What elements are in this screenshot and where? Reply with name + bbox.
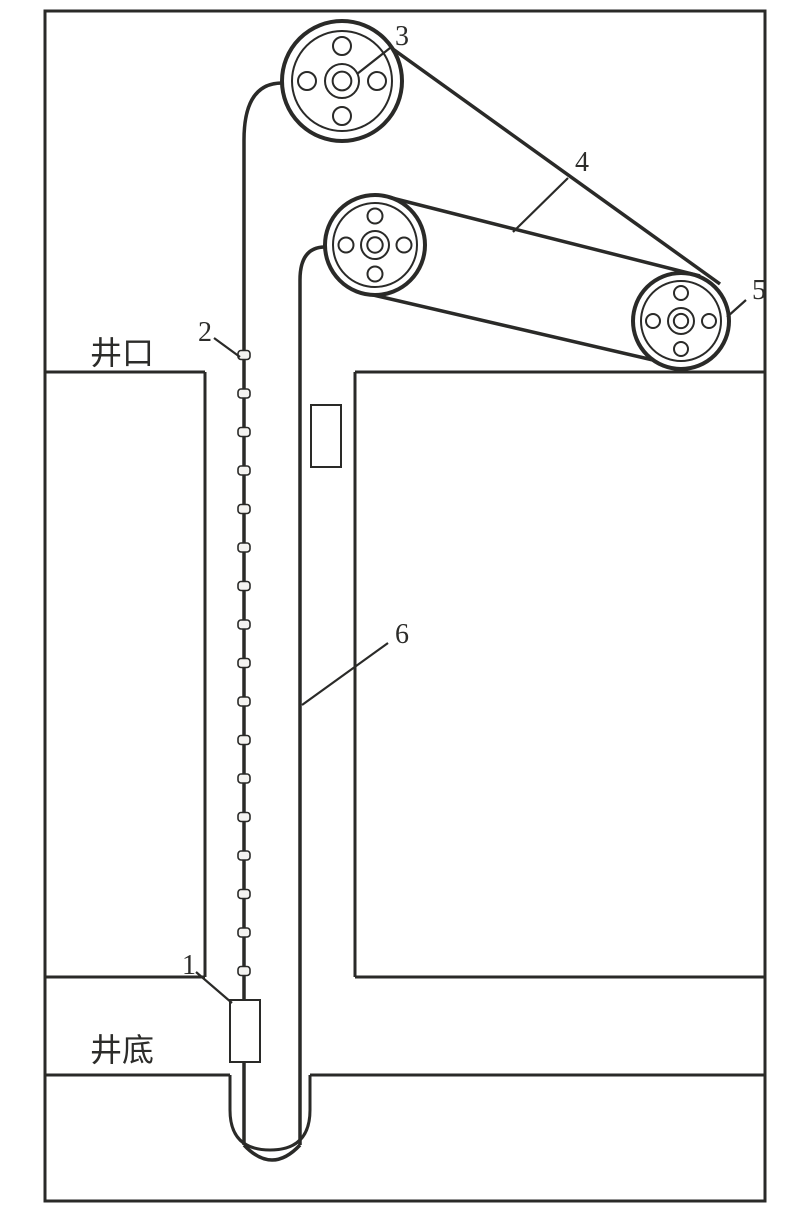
diagram-root: 井口 井底 1 2 3 4 5 6 xyxy=(0,0,810,1217)
label-2: 2 xyxy=(198,317,212,349)
label-1: 1 xyxy=(182,950,196,982)
label-wellhead: 井口 xyxy=(90,328,154,374)
label-wellbottom: 井底 xyxy=(90,1025,154,1071)
label-6: 6 xyxy=(395,619,409,651)
label-3: 3 xyxy=(395,21,409,53)
label-4: 4 xyxy=(575,147,589,179)
label-5: 5 xyxy=(752,275,766,307)
